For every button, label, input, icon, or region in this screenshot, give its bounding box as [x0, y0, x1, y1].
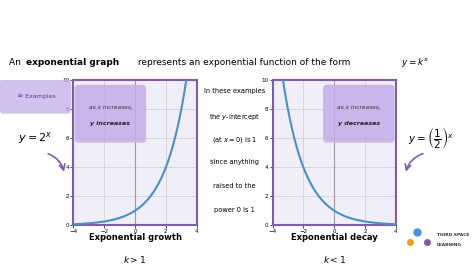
Text: $y = k^x$: $y = k^x$ — [401, 56, 429, 69]
Text: LEARNING: LEARNING — [437, 243, 462, 247]
FancyBboxPatch shape — [75, 85, 146, 143]
Text: In these examples: In these examples — [204, 88, 265, 94]
Text: ✏ Examples: ✏ Examples — [18, 94, 55, 99]
Text: raised to the: raised to the — [213, 183, 256, 189]
Text: Exponential decay: Exponential decay — [291, 233, 378, 242]
Text: $k < 1$: $k < 1$ — [323, 254, 346, 265]
Text: $k > 1$: $k > 1$ — [124, 254, 146, 265]
FancyBboxPatch shape — [0, 79, 71, 114]
Text: (at $x = 0$) is 1: (at $x = 0$) is 1 — [212, 135, 257, 146]
Text: $y = 2^x$: $y = 2^x$ — [18, 130, 53, 146]
Text: the $y$-intercept: the $y$-intercept — [209, 111, 260, 121]
Text: An: An — [9, 58, 23, 67]
Text: as x increases,: as x increases, — [89, 105, 132, 110]
Text: $y = \left(\dfrac{1}{2}\right)^x$: $y = \left(\dfrac{1}{2}\right)^x$ — [408, 125, 454, 151]
Text: THIRD SPACE: THIRD SPACE — [437, 233, 469, 237]
FancyBboxPatch shape — [323, 85, 394, 143]
Text: Exponential growth: Exponential growth — [89, 233, 182, 242]
Text: since anything: since anything — [210, 159, 259, 165]
Text: y increases: y increases — [91, 121, 130, 126]
Text: represents an exponential function of the form: represents an exponential function of th… — [135, 58, 353, 67]
Text: as x increases,: as x increases, — [337, 105, 381, 110]
Text: y decreases: y decreases — [338, 121, 380, 126]
Text: power 0 is 1: power 0 is 1 — [214, 207, 255, 213]
Text: Exponential Graph: Exponential Graph — [9, 18, 196, 36]
Text: exponential graph: exponential graph — [26, 58, 119, 67]
